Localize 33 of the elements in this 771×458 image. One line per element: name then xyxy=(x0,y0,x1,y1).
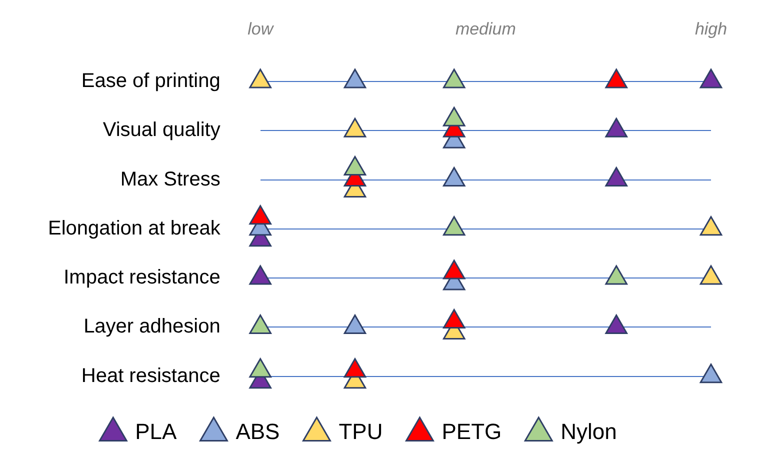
point xyxy=(700,216,722,236)
point xyxy=(605,314,628,334)
legend-label: ABS xyxy=(236,419,280,444)
point xyxy=(605,118,628,138)
y-tick-label: Visual quality xyxy=(102,119,220,142)
point xyxy=(249,314,272,334)
legend-label: Nylon xyxy=(560,419,617,444)
y-tick-label: Elongation at break xyxy=(48,217,222,240)
y-tick-label: Layer adhesion xyxy=(84,316,220,338)
legend-label: PETG xyxy=(442,419,502,444)
legend-label: PLA xyxy=(135,419,178,444)
point xyxy=(344,68,366,88)
point xyxy=(700,265,722,285)
point xyxy=(442,68,466,88)
point xyxy=(605,68,628,88)
y-tick-label: Ease of printing xyxy=(81,70,220,92)
text: medium xyxy=(455,20,516,39)
point xyxy=(249,68,272,88)
point xyxy=(344,314,366,334)
point xyxy=(249,265,272,285)
point xyxy=(700,68,722,88)
y-tick-label: Heat resistance xyxy=(81,364,220,387)
point xyxy=(700,364,722,384)
point xyxy=(605,265,628,285)
y-tick-label: Max Stress xyxy=(120,168,220,190)
point xyxy=(344,118,366,138)
point xyxy=(605,167,628,187)
point xyxy=(442,167,466,187)
text: high xyxy=(694,20,728,39)
text: low xyxy=(248,20,275,39)
y-tick-label: Impact resistance xyxy=(64,266,220,289)
legend-label: TPU xyxy=(338,419,383,444)
point xyxy=(442,216,466,236)
